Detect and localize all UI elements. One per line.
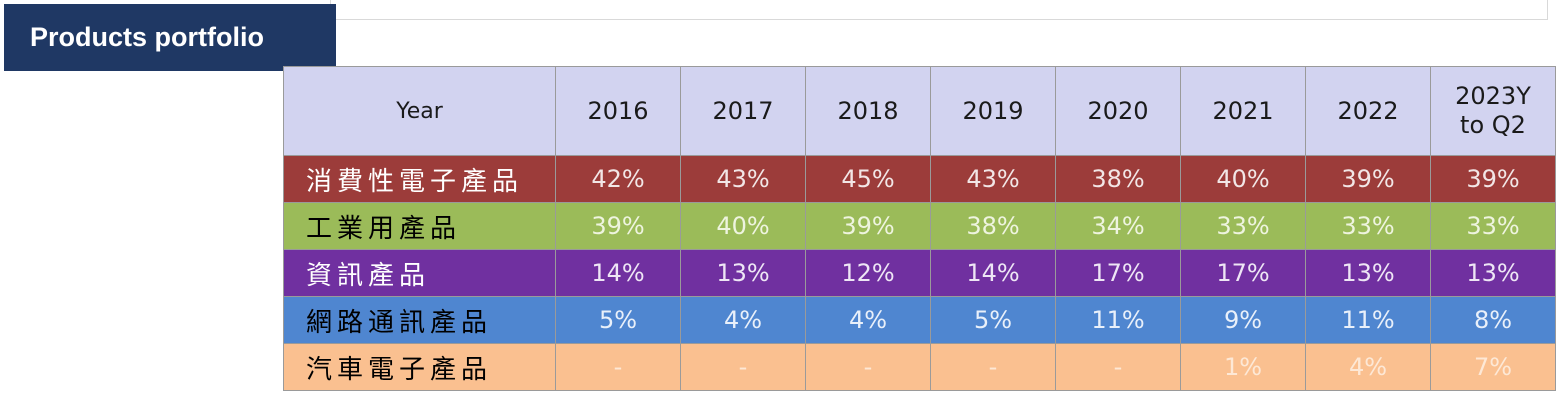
table-cell: - [930,343,1056,391]
header-year-latest: 2023Y to Q2 [1430,66,1556,156]
table-row: 資訊產品 14% 13% 12% 14% 17% 17% 13% 13% [283,249,1556,297]
table-cell: 42% [555,155,681,203]
table-cell: 45% [805,155,931,203]
table-row: 網路通訊產品 5% 4% 4% 5% 11% 9% 11% 8% [283,296,1556,344]
table-cell: 43% [930,155,1056,203]
row-label: 網路通訊產品 [283,296,556,344]
header-year-label: Year [283,66,556,156]
header-year: 2017 [680,66,806,156]
table-cell: 43% [680,155,806,203]
table-cell: 9% [1180,296,1306,344]
table-cell: 39% [555,202,681,250]
header-year: 2021 [1180,66,1306,156]
table-cell: 17% [1180,249,1306,297]
header-year: 2018 [805,66,931,156]
table-cell: 12% [805,249,931,297]
table-cell: 8% [1430,296,1556,344]
table-cell: - [680,343,806,391]
table-cell: 33% [1180,202,1306,250]
table-cell: 34% [1055,202,1181,250]
table-cell: 5% [555,296,681,344]
table-cell: 33% [1305,202,1431,250]
table-row: 消費性電子產品 42% 43% 45% 43% 38% 40% 39% 39% [283,155,1556,203]
table-cell: 40% [1180,155,1306,203]
table-cell: 11% [1305,296,1431,344]
row-label: 汽車電子產品 [283,343,556,391]
header-year: 2022 [1305,66,1431,156]
table-cell: 4% [805,296,931,344]
table-cell: 4% [680,296,806,344]
table-cell: 1% [1180,343,1306,391]
table-cell: - [1055,343,1181,391]
header-year: 2016 [555,66,681,156]
top-partial-panel [330,0,1548,20]
table-cell: 13% [1430,249,1556,297]
table-cell: 38% [1055,155,1181,203]
table-cell: 5% [930,296,1056,344]
table-cell: 7% [1430,343,1556,391]
table-cell: 39% [805,202,931,250]
header-year: 2020 [1055,66,1181,156]
header-year-latest-line2: to Q2 [1460,111,1526,139]
table-cell: - [805,343,931,391]
table-cell: 13% [1305,249,1431,297]
table-row: 工業用產品 39% 40% 39% 38% 34% 33% 33% 33% [283,202,1556,250]
table-cell: 17% [1055,249,1181,297]
table-cell: 39% [1305,155,1431,203]
header-year-latest-line1: 2023Y [1455,82,1531,111]
header-row: Year 2016 2017 2018 2019 2020 2021 2022 … [283,66,1556,156]
table-cell: 13% [680,249,806,297]
section-title: Products portfolio [4,4,336,71]
row-label: 消費性電子產品 [283,155,556,203]
table-cell: 4% [1305,343,1431,391]
header-year: 2019 [930,66,1056,156]
table-row: 汽車電子產品 - - - - - 1% 4% 7% [283,343,1556,391]
table-cell: 11% [1055,296,1181,344]
row-label: 工業用產品 [283,202,556,250]
table-cell: 14% [555,249,681,297]
table-cell: 14% [930,249,1056,297]
table-cell: 40% [680,202,806,250]
table-cell: 33% [1430,202,1556,250]
table-cell: 38% [930,202,1056,250]
row-label: 資訊產品 [283,249,556,297]
table-cell: 39% [1430,155,1556,203]
table-cell: - [555,343,681,391]
products-portfolio-table: Year 2016 2017 2018 2019 2020 2021 2022 … [283,66,1556,391]
